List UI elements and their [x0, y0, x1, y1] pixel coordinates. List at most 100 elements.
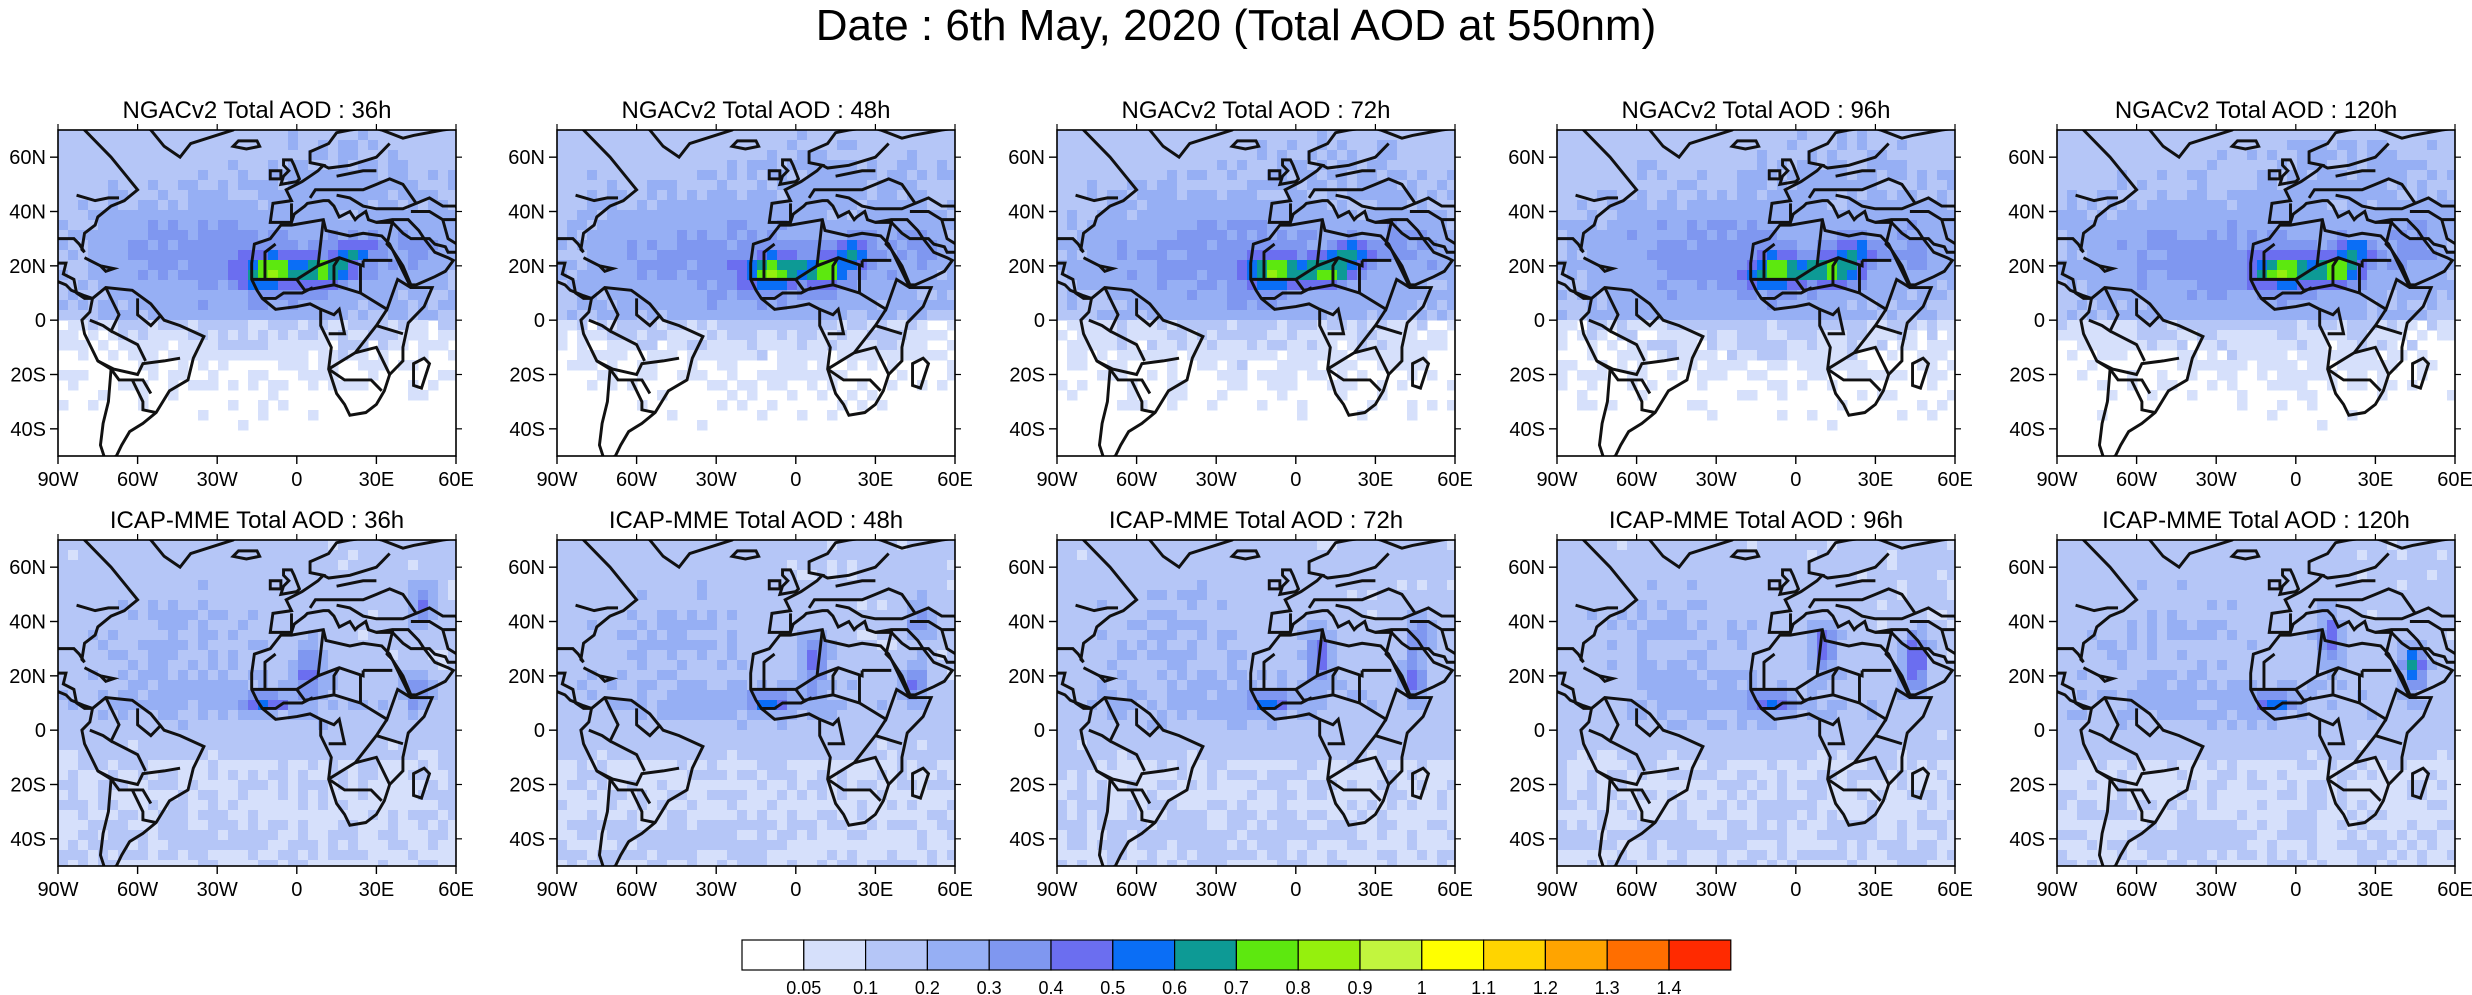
lon-tick-label: 60E	[1937, 469, 1973, 491]
map-frame	[1556, 539, 1956, 867]
lat-tick-label: 40N	[508, 612, 545, 634]
lon-tick-label: 90W	[536, 469, 577, 491]
colorbar-swatch	[1482, 939, 1546, 971]
lat-tick-label: 20S	[509, 775, 545, 797]
colorbar-swatch	[1544, 939, 1608, 971]
lat-tick-label: 60N	[1508, 557, 1545, 579]
panel-title: ICAP-MME Total AOD : 36h	[110, 507, 404, 534]
lon-tick-label: 30W	[197, 879, 238, 901]
panel-title: NGACv2 Total AOD : 36h	[122, 97, 391, 124]
lat-tick-label: 0	[1034, 720, 1045, 742]
lat-tick-label: 20S	[1009, 365, 1045, 387]
colorbar-label: 1.1	[1471, 978, 1496, 995]
colorbar-label: 1.4	[1656, 978, 1681, 995]
lon-tick-label: 0	[1790, 469, 1801, 491]
lon-tick-label: 60E	[1937, 879, 1973, 901]
lon-tick-label: 30W	[2196, 469, 2237, 491]
lon-tick-label: 60W	[2116, 469, 2157, 491]
lat-tick-label: 20N	[9, 256, 46, 278]
lat-tick-label: 60N	[2008, 557, 2045, 579]
map-panel-ngacv2-36h: NGACv2 Total AOD : 36h 90W 60W 30W 0 30E 60E 60…	[9, 97, 474, 491]
lat-tick-label: 0	[1034, 310, 1045, 332]
lat-tick-label: 40S	[2009, 829, 2045, 851]
colorbar-label: 0.6	[1162, 978, 1187, 995]
lat-tick-label: 40S	[509, 419, 545, 441]
lon-tick-label: 30E	[1358, 879, 1394, 901]
lat-tick-label: 40N	[1008, 202, 1045, 224]
lon-tick-label: 30W	[1696, 469, 1737, 491]
lat-tick-label: 0	[35, 310, 46, 332]
map-panel-icap-mme-36h: ICAP-MME Total AOD : 36h 90W 60W 30W 0 30E 60E…	[9, 507, 474, 901]
colorbar-label: 1.3	[1595, 978, 1620, 995]
lat-tick-label: 60N	[1008, 147, 1045, 169]
lon-tick-label: 30W	[197, 469, 238, 491]
lon-tick-label: 60W	[1616, 879, 1657, 901]
panel-title: ICAP-MME Total AOD : 48h	[609, 507, 903, 534]
map-panel-icap-mme-96h: ICAP-MME Total AOD : 96h 90W 60W 30W 0 30E 60E…	[1508, 507, 1973, 901]
map-panel-icap-mme-120h: ICAP-MME Total AOD : 120h 90W 60W 30W 0 30E 60…	[2008, 507, 2472, 901]
lat-tick-label: 0	[1534, 720, 1545, 742]
lon-tick-label: 0	[1290, 469, 1301, 491]
lon-tick-label: 30E	[2358, 469, 2394, 491]
lon-tick-label: 30E	[858, 469, 894, 491]
aod-field	[1057, 540, 1455, 866]
lon-tick-label: 60E	[937, 469, 973, 491]
lat-tick-label: 40S	[1509, 829, 1545, 851]
map-frame	[556, 129, 956, 457]
colorbar-swatch	[741, 939, 805, 971]
map-frame	[1056, 129, 1456, 457]
lat-tick-label: 60N	[2008, 147, 2045, 169]
panel-title: NGACv2 Total AOD : 120h	[2115, 97, 2397, 124]
lat-tick-label: 40S	[1009, 419, 1045, 441]
aod-field	[1557, 540, 1955, 866]
lat-tick-label: 20N	[508, 256, 545, 278]
lon-tick-label: 30E	[1358, 469, 1394, 491]
lon-tick-label: 30W	[696, 879, 737, 901]
lon-tick-label: 60W	[1116, 879, 1157, 901]
panel-title: ICAP-MME Total AOD : 120h	[2102, 507, 2410, 534]
lat-tick-label: 20S	[1509, 775, 1545, 797]
lon-tick-label: 30E	[1858, 879, 1894, 901]
lon-tick-label: 0	[790, 879, 801, 901]
lon-tick-label: 60E	[1437, 879, 1473, 901]
colorbar-swatch	[803, 939, 867, 971]
lon-tick-label: 90W	[37, 469, 78, 491]
lon-tick-label: 60W	[1116, 469, 1157, 491]
lon-tick-label: 0	[291, 469, 302, 491]
lat-tick-label: 40S	[2009, 419, 2045, 441]
lat-tick-label: 40N	[2008, 612, 2045, 634]
lon-tick-label: 0	[790, 469, 801, 491]
lon-tick-label: 60E	[438, 469, 474, 491]
lon-tick-label: 60W	[616, 879, 657, 901]
panel-title: ICAP-MME Total AOD : 72h	[1109, 507, 1403, 534]
lon-tick-label: 30E	[1858, 469, 1894, 491]
lat-tick-label: 40N	[508, 202, 545, 224]
lat-tick-label: 20S	[10, 775, 46, 797]
map-panel-ngacv2-96h: NGACv2 Total AOD : 96h 90W 60W 30W 0 30E 60E 60…	[1508, 97, 1973, 491]
lon-tick-label: 90W	[37, 879, 78, 901]
lon-tick-label: 90W	[536, 879, 577, 901]
lat-tick-label: 20S	[1009, 775, 1045, 797]
colorbar-label: 1.2	[1533, 978, 1558, 995]
panel-title: NGACv2 Total AOD : 72h	[1121, 97, 1390, 124]
lon-tick-label: 0	[291, 879, 302, 901]
lat-tick-label: 20S	[2009, 775, 2045, 797]
colorbar-label: 0.8	[1286, 978, 1311, 995]
lon-tick-label: 30W	[1696, 879, 1737, 901]
colorbar-label: 0.2	[915, 978, 940, 995]
colorbar-swatch	[988, 939, 1052, 971]
lon-tick-label: 60E	[2437, 879, 2472, 901]
lon-tick-label: 60W	[117, 879, 158, 901]
colorbar-swatch	[1668, 939, 1732, 971]
lat-tick-label: 40N	[1508, 612, 1545, 634]
colorbar-label: 0.3	[977, 978, 1002, 995]
map-frame	[57, 539, 457, 867]
lat-tick-label: 40N	[1008, 612, 1045, 634]
colorbar-swatch	[1421, 939, 1485, 971]
lon-tick-label: 0	[1290, 879, 1301, 901]
lat-tick-label: 20N	[2008, 666, 2045, 688]
lat-tick-label: 0	[534, 310, 545, 332]
lat-tick-label: 20N	[1008, 666, 1045, 688]
panel-title: ICAP-MME Total AOD : 96h	[1609, 507, 1903, 534]
